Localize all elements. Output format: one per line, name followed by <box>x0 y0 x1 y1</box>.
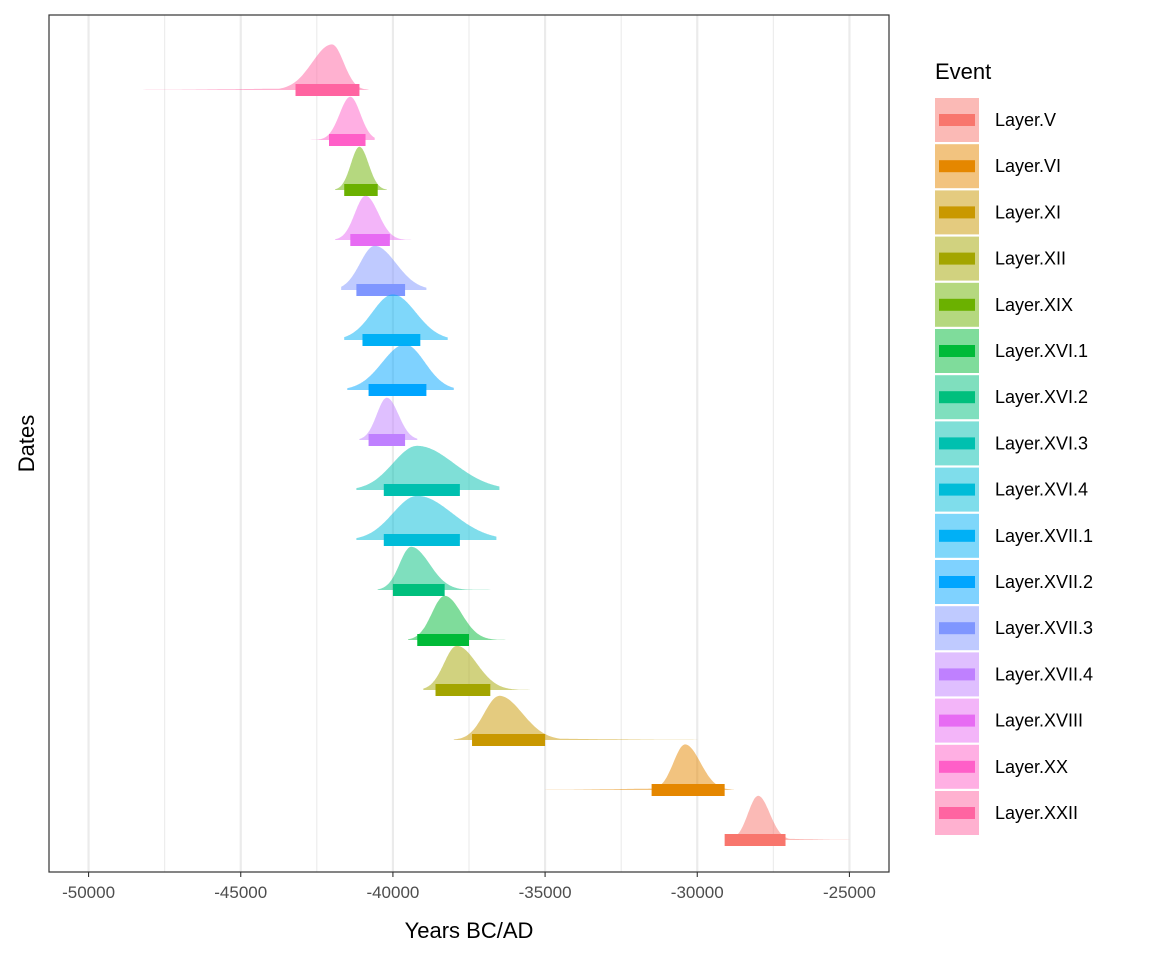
interval-bar-Layer.XVII.3 <box>356 284 406 296</box>
legend-key-bar-Layer.XVI.4 <box>939 483 975 496</box>
density-Layer.XVII.1 <box>344 294 448 340</box>
interval-bar-Layer.VI <box>651 784 725 796</box>
x-axis: -50000 -45000 -40000 -35000 -30000 -25000 <box>62 872 876 902</box>
interval-bar-Layer.XVIII <box>350 234 390 246</box>
legend-label: Layer.XVI.4 <box>995 480 1088 500</box>
interval-bar-Layer.XVI.1 <box>417 634 469 646</box>
legend-label: Layer.XXII <box>995 803 1078 823</box>
legend-key-bar-Layer.XXII <box>939 807 975 819</box>
x-tick-label: -30000 <box>671 883 724 902</box>
density-Layer.XVII.4 <box>359 397 418 440</box>
legend-title: Event <box>935 59 991 84</box>
density-Layer.XXII <box>143 44 369 90</box>
legend-label: Layer.XII <box>995 249 1066 269</box>
legend-key-bar-Layer.XII <box>939 252 975 265</box>
legend-key-bar-Layer.XVI.2 <box>939 391 975 404</box>
legend-key-bar-Layer.XX <box>939 760 975 773</box>
legend-key-bar-Layer.VI <box>939 160 975 173</box>
legend-key-bar-Layer.V <box>939 114 975 126</box>
legend-key-bar-Layer.XVI.1 <box>939 345 975 357</box>
interval-bar-Layer.XVI.4 <box>383 534 460 546</box>
legend-key-bar-Layer.XVII.3 <box>939 622 975 635</box>
density-Layer.XVII.2 <box>347 344 454 390</box>
densities <box>143 44 850 846</box>
density-Layer.VI <box>545 744 734 790</box>
legend-label: Layer.XVI.1 <box>995 341 1088 361</box>
legend-label: Layer.XVII.3 <box>995 618 1093 638</box>
legend-label: Layer.XX <box>995 757 1068 777</box>
legend-key-bar-Layer.XVII.4 <box>939 668 975 681</box>
interval-bar-Layer.V <box>724 834 786 846</box>
interval-bar-Layer.XVI.3 <box>383 484 460 496</box>
legend-label: Layer.XVII.2 <box>995 572 1093 592</box>
legend-key-bar-Layer.XIX <box>939 298 975 311</box>
interval-bar-Layer.XXII <box>295 84 360 96</box>
interval-bar-Layer.XIX <box>344 184 378 196</box>
density-Layer.XIX <box>335 146 387 190</box>
x-tick-label: -45000 <box>214 883 267 902</box>
y-axis-title: Dates <box>14 415 39 472</box>
x-tick-label: -50000 <box>62 883 115 902</box>
legend-label: Layer.VI <box>995 156 1061 176</box>
legend-key-bar-Layer.XVIII <box>939 714 975 727</box>
density-Layer.XVII.3 <box>341 245 427 290</box>
density-Layer.XVI.2 <box>377 546 491 590</box>
x-tick-label: -35000 <box>519 883 572 902</box>
legend-label: Layer.XVII.4 <box>995 664 1093 684</box>
legend-key-bar-Layer.XI <box>939 206 975 219</box>
density-Layer.XVIII <box>335 195 412 240</box>
density-Layer.XX <box>310 96 375 140</box>
interval-bar-Layer.XI <box>472 734 546 746</box>
panel-border <box>48 14 890 873</box>
density-Layer.XVI.3 <box>356 445 500 490</box>
density-Layer.XII <box>423 645 530 690</box>
density-Layer.V <box>733 795 850 840</box>
legend-key-bar-Layer.XVII.2 <box>939 576 975 588</box>
interval-bar-Layer.XVI.2 <box>392 584 445 596</box>
interval-bar-Layer.XVII.1 <box>362 334 421 346</box>
interval-bar-Layer.XVII.2 <box>368 384 427 396</box>
x-axis-title: Years BC/AD <box>405 918 534 943</box>
legend-label: Layer.V <box>995 110 1056 130</box>
legend-key-bar-Layer.XVI.3 <box>939 437 975 450</box>
density-Layer.XVI.4 <box>356 495 497 540</box>
density-Layer.XVI.1 <box>408 595 506 640</box>
x-tick-label: -25000 <box>823 883 876 902</box>
interval-bar-Layer.XII <box>435 684 491 696</box>
x-tick-label: -40000 <box>366 883 419 902</box>
legend-label: Layer.XVII.1 <box>995 526 1093 546</box>
legend-label: Layer.XVIII <box>995 711 1083 731</box>
legend-label: Layer.XVI.2 <box>995 387 1088 407</box>
interval-bar-Layer.XX <box>329 134 366 146</box>
legend-label: Layer.XI <box>995 202 1061 222</box>
density-Layer.XI <box>453 695 698 740</box>
interval-bar-Layer.XVII.4 <box>368 434 406 446</box>
legend-label: Layer.XVI.3 <box>995 433 1088 453</box>
legend-label: Layer.XIX <box>995 295 1073 315</box>
legend: Event Layer.V Layer.VI Layer.XI Layer.XII La… <box>935 59 1093 835</box>
legend-key-bar-Layer.XVII.1 <box>939 529 975 542</box>
